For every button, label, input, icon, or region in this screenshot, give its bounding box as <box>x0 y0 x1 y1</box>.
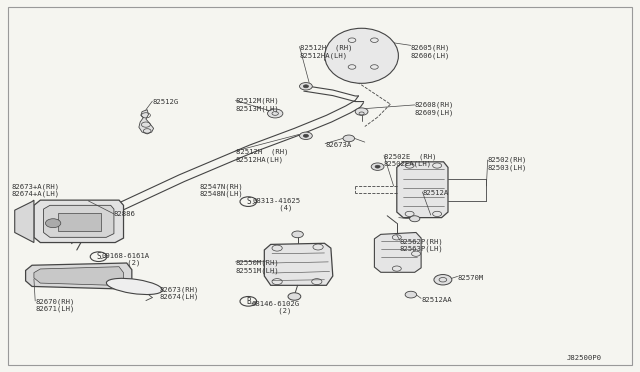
Text: S: S <box>96 252 101 261</box>
Bar <box>58 213 101 231</box>
Circle shape <box>405 291 417 298</box>
Text: 82605(RH)
82606(LH): 82605(RH) 82606(LH) <box>411 45 451 59</box>
Text: 82512M(RH)
82513M(LH): 82512M(RH) 82513M(LH) <box>236 98 279 112</box>
Text: B: B <box>246 297 251 306</box>
Text: 82512H  (RH)
82512HA(LH): 82512H (RH) 82512HA(LH) <box>236 149 288 163</box>
Text: 82562P(RH)
82563P(LH): 82562P(RH) 82563P(LH) <box>400 238 444 252</box>
Circle shape <box>45 219 61 228</box>
Text: 82673A: 82673A <box>325 142 351 148</box>
Ellipse shape <box>106 278 163 295</box>
Text: 82502E  (RH)
82502EA(LH): 82502E (RH) 82502EA(LH) <box>384 153 436 167</box>
Text: 09168-6161A
      (2): 09168-6161A (2) <box>101 253 149 266</box>
Text: J82500P0: J82500P0 <box>566 355 602 361</box>
Polygon shape <box>374 232 421 272</box>
Text: 08146-6102G
      (2): 08146-6102G (2) <box>252 301 300 314</box>
Text: 82673+A(RH)
82674+A(LH): 82673+A(RH) 82674+A(LH) <box>12 183 60 197</box>
Polygon shape <box>44 205 114 237</box>
Circle shape <box>303 85 308 88</box>
Circle shape <box>410 216 420 222</box>
Text: 82570M: 82570M <box>458 275 484 280</box>
Text: 82512AA: 82512AA <box>421 297 452 303</box>
Polygon shape <box>349 44 378 54</box>
Polygon shape <box>26 263 132 289</box>
Text: 82608(RH)
82609(LH): 82608(RH) 82609(LH) <box>415 102 454 116</box>
Circle shape <box>371 163 384 170</box>
Circle shape <box>434 275 452 285</box>
Polygon shape <box>15 200 34 243</box>
Text: 82670(RH)
82671(LH): 82670(RH) 82671(LH) <box>35 298 75 312</box>
Polygon shape <box>346 35 381 71</box>
Circle shape <box>300 132 312 140</box>
Text: 82512G: 82512G <box>152 99 179 105</box>
Circle shape <box>355 108 368 115</box>
Text: 08313-41625
      (4): 08313-41625 (4) <box>253 198 301 211</box>
Polygon shape <box>34 200 124 243</box>
Text: S: S <box>246 197 251 206</box>
Circle shape <box>303 134 308 137</box>
Text: 82512H  (RH)
82512HA(LH): 82512H (RH) 82512HA(LH) <box>300 45 352 59</box>
Circle shape <box>300 83 312 90</box>
Circle shape <box>375 165 380 168</box>
Polygon shape <box>139 110 154 134</box>
Circle shape <box>288 293 301 300</box>
Text: 82512A: 82512A <box>422 190 449 196</box>
Polygon shape <box>397 162 448 218</box>
Text: 82673(RH)
82674(LH): 82673(RH) 82674(LH) <box>160 286 200 301</box>
Text: 82502(RH)
82503(LH): 82502(RH) 82503(LH) <box>488 157 527 171</box>
Circle shape <box>343 135 355 142</box>
Text: 82547N(RH)
82548N(LH): 82547N(RH) 82548N(LH) <box>200 183 243 197</box>
Polygon shape <box>34 267 124 285</box>
Text: 82886: 82886 <box>114 211 136 217</box>
Ellipse shape <box>324 28 398 83</box>
Circle shape <box>292 231 303 238</box>
Text: 82550M(RH)
82551M(LH): 82550M(RH) 82551M(LH) <box>236 260 279 274</box>
Polygon shape <box>264 243 333 285</box>
Circle shape <box>268 109 283 118</box>
